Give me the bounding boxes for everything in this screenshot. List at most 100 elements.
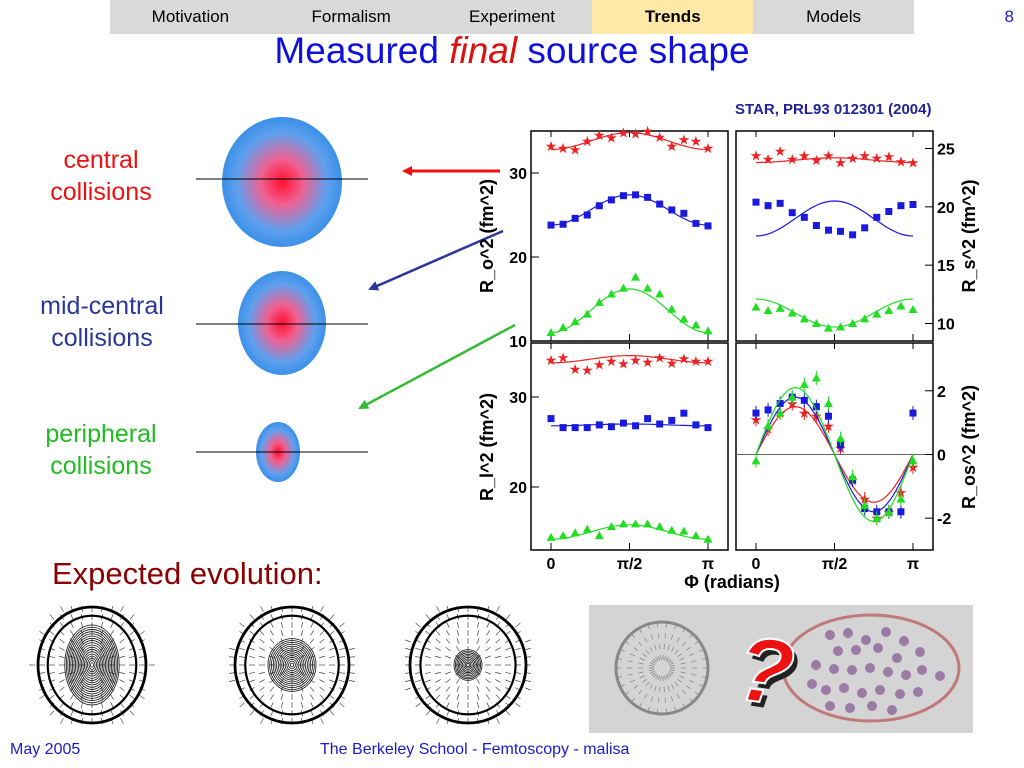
flow-tick bbox=[110, 702, 114, 708]
data-point: ★ bbox=[870, 151, 883, 167]
data-point bbox=[631, 519, 641, 528]
data-point bbox=[823, 323, 833, 332]
data-point bbox=[607, 423, 615, 431]
data-point bbox=[547, 221, 555, 229]
particle-dot bbox=[825, 630, 835, 640]
flow-tick bbox=[504, 672, 512, 674]
data-point bbox=[897, 202, 905, 210]
flow-tick bbox=[485, 671, 491, 675]
flow-tick bbox=[446, 630, 450, 636]
contour-boundary-outer bbox=[408, 605, 528, 725]
flow-tick bbox=[525, 639, 531, 643]
y-tick-label: 20 bbox=[509, 250, 527, 267]
flow-tick bbox=[328, 672, 336, 674]
contour-boundary-outer bbox=[233, 605, 351, 725]
data-point bbox=[680, 409, 688, 417]
particle-dot bbox=[892, 653, 902, 663]
flow-tick bbox=[300, 702, 304, 708]
data-point bbox=[787, 308, 797, 317]
flow-tick bbox=[70, 614, 74, 620]
fit-curve bbox=[756, 157, 913, 164]
radial-flow-tick bbox=[645, 649, 650, 655]
footer-title: The Berkeley School - Femtoscopy - malis… bbox=[320, 741, 630, 758]
data-point bbox=[667, 304, 677, 313]
flow-tick bbox=[119, 679, 125, 683]
radial-flow-tick bbox=[638, 662, 644, 665]
data-point bbox=[799, 314, 809, 323]
data-point: ★ bbox=[786, 152, 799, 168]
y-tick-label: 10 bbox=[509, 334, 527, 351]
data-point bbox=[823, 399, 833, 408]
contour-boundary-inner bbox=[244, 614, 340, 716]
data-point bbox=[704, 222, 712, 230]
flow-tick bbox=[456, 694, 460, 700]
radial-flow-tick bbox=[655, 674, 659, 680]
y-axis-label: R_s^2 (fm^2) bbox=[959, 179, 979, 292]
particle-dot bbox=[825, 701, 835, 711]
radial-flow-tick bbox=[689, 653, 695, 657]
flow-tick bbox=[259, 630, 265, 636]
radial-flow-tick bbox=[649, 662, 655, 666]
series-star: ★★★★★★★★★★★★★★ bbox=[545, 350, 715, 379]
nav-tab-models[interactable]: Models bbox=[806, 7, 861, 26]
flow-tick bbox=[59, 647, 65, 651]
radial-flow-tick bbox=[627, 673, 633, 676]
radial-flow-tick bbox=[669, 662, 675, 666]
flow-tick bbox=[110, 694, 114, 700]
section-nav: Motivation Formalism Experiment Trends M… bbox=[110, 0, 914, 34]
data-point: ★ bbox=[762, 152, 775, 168]
nav-tab-formalism[interactable]: Formalism bbox=[311, 7, 391, 26]
radial-flow-tick bbox=[638, 690, 643, 695]
flow-tick bbox=[38, 672, 46, 674]
flow-tick bbox=[485, 686, 491, 692]
flow-tick bbox=[445, 646, 451, 652]
flow-tick bbox=[320, 718, 324, 724]
data-point bbox=[559, 220, 567, 228]
nav-tab-motivation[interactable]: Motivation bbox=[151, 7, 230, 26]
flow-tick bbox=[476, 622, 480, 628]
data-point bbox=[873, 213, 881, 221]
flow-tick bbox=[249, 679, 255, 683]
particle-dots bbox=[807, 627, 945, 715]
label-periph-line-2: collisions bbox=[50, 452, 152, 480]
particle-dot bbox=[839, 683, 849, 693]
data-point: ★ bbox=[581, 363, 594, 379]
plot-frame bbox=[530, 130, 729, 342]
contour-ring bbox=[279, 651, 305, 679]
flow-tick bbox=[435, 630, 441, 636]
data-point: ★ bbox=[690, 134, 703, 150]
flow-tick bbox=[100, 686, 104, 692]
data-point bbox=[909, 409, 917, 417]
flow-tick bbox=[445, 655, 451, 659]
contour-ring bbox=[71, 635, 113, 695]
model-comparison-panel: ? ? bbox=[589, 605, 973, 733]
data-point bbox=[764, 406, 772, 414]
data-point: ★ bbox=[690, 354, 703, 370]
contour-ring bbox=[85, 655, 99, 675]
flow-tick bbox=[446, 622, 450, 628]
flow-tick bbox=[339, 622, 345, 628]
flow-tick bbox=[435, 655, 441, 659]
contour-ring bbox=[267, 638, 317, 692]
contour-boundary-outer bbox=[36, 605, 148, 725]
flow-tick bbox=[49, 694, 55, 700]
data-point: ★ bbox=[605, 131, 618, 147]
nav-tab-trends[interactable]: Trends bbox=[592, 0, 754, 34]
contour-ring bbox=[65, 626, 119, 704]
data-point: ★ bbox=[557, 141, 570, 157]
flow-tick bbox=[339, 679, 345, 683]
flow-tick bbox=[138, 656, 146, 658]
flow-tick bbox=[70, 694, 74, 700]
flow-tick bbox=[129, 614, 135, 620]
flow-tick bbox=[59, 638, 65, 644]
flow-tick bbox=[328, 656, 336, 658]
data-point: ★ bbox=[545, 139, 558, 155]
data-point bbox=[751, 302, 761, 311]
nav-tab-experiment[interactable]: Experiment bbox=[469, 7, 555, 26]
data-point bbox=[643, 283, 653, 292]
data-point bbox=[656, 420, 664, 428]
radial-flow-tick bbox=[657, 633, 660, 639]
flow-tick bbox=[515, 647, 521, 651]
data-point bbox=[691, 531, 701, 540]
